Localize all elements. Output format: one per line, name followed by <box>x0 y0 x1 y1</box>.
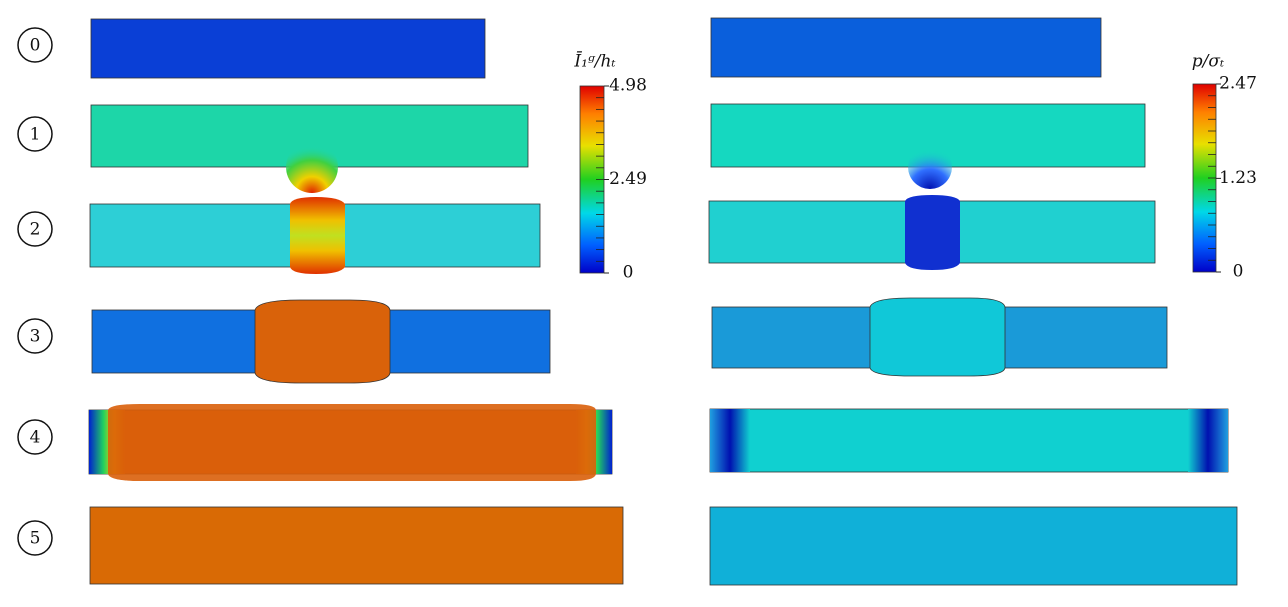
step-label: 2 <box>30 220 41 240</box>
field-bump <box>908 145 952 189</box>
step-label: 3 <box>30 327 41 347</box>
field-bar <box>710 17 1102 78</box>
field-neck <box>108 404 596 481</box>
field-bar <box>709 506 1238 586</box>
field-neck <box>869 297 1006 377</box>
colorbar-tick-label: 4.98 <box>609 76 647 96</box>
step-label: 1 <box>30 125 41 145</box>
step-label: 0 <box>30 36 41 56</box>
colorbar-tick-label: 2.47 <box>1219 74 1257 94</box>
field-edge <box>710 409 750 472</box>
field-neck <box>905 195 960 270</box>
step-label: 4 <box>30 428 41 448</box>
field-bar <box>709 408 1229 473</box>
colorbar-tick-label: 2.49 <box>609 169 647 189</box>
field-bar <box>89 506 624 585</box>
colorbar-tick-label: 0 <box>1233 262 1244 282</box>
colorbar-title: Ī₁ᵍ/hₜ <box>573 51 616 72</box>
colorbar-title: p/σₜ <box>1192 52 1225 72</box>
step-circle <box>17 419 53 455</box>
field-edge <box>1188 409 1228 472</box>
colorbar-tick-label: 0 <box>623 263 634 283</box>
step-circle <box>17 27 53 63</box>
step-circle <box>17 211 53 247</box>
step-label: 5 <box>30 529 41 549</box>
field-bar <box>90 18 486 79</box>
colorbar-tick-label: 1.23 <box>1219 168 1257 188</box>
step-circle <box>17 520 53 556</box>
step-circle <box>17 318 53 354</box>
field-neck <box>290 197 345 274</box>
field-bump <box>286 141 338 193</box>
step-circle <box>17 116 53 152</box>
field-neck <box>254 299 391 384</box>
